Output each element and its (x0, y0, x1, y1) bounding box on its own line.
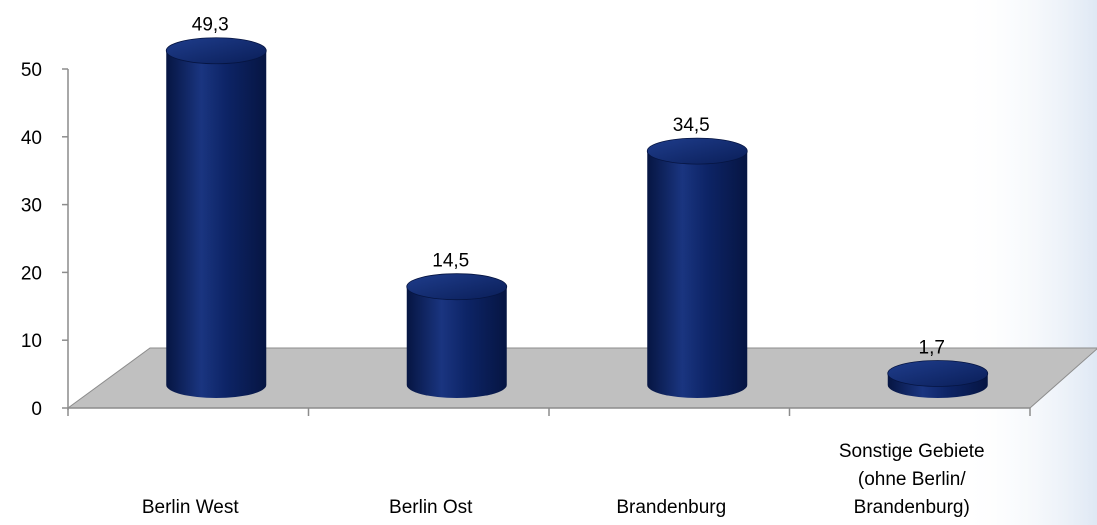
bar-body (647, 151, 748, 398)
category-label: Brandenburg (616, 497, 726, 518)
y-tick-label: 30 (21, 196, 42, 217)
bar (887, 360, 989, 398)
bar-top (406, 273, 508, 301)
y-tick-label: 10 (21, 331, 42, 352)
background-gradient (960, 0, 1097, 525)
bar-top (165, 37, 267, 65)
bar (646, 137, 748, 398)
data-label: 34,5 (673, 115, 710, 136)
bar-top (646, 137, 748, 165)
y-tick-label: 20 (21, 263, 42, 284)
category-label: Berlin West (142, 497, 240, 518)
data-label: 1,7 (919, 337, 945, 358)
y-tick-label: 50 (21, 60, 42, 81)
data-label: 14,5 (432, 251, 469, 272)
bar (165, 37, 267, 398)
category-label: Sonstige Gebiete (ohne Berlin/Brandenburg… (839, 441, 985, 518)
category-label: Berlin Ost (389, 497, 473, 518)
bar-body (166, 50, 267, 398)
bar-body (406, 286, 507, 398)
bar-top (887, 360, 989, 387)
y-tick-label: 0 (31, 399, 42, 420)
data-label: 49,3 (192, 15, 229, 36)
bar (406, 273, 508, 398)
y-tick-label: 40 (21, 128, 42, 149)
